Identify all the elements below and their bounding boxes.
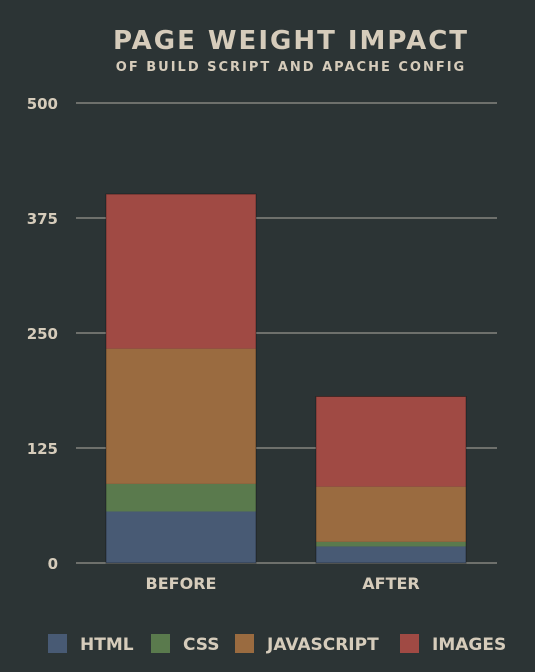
legend-swatch-javascript — [235, 634, 254, 653]
y-tick-label: 0 — [48, 555, 58, 573]
bar-segment-javascript-after — [316, 487, 466, 542]
bar-segment-images-after — [316, 396, 466, 486]
stacked-bars — [106, 194, 466, 563]
legend: HTML CSS JAVASCRIPT IMAGES — [48, 634, 506, 655]
x-axis-labels: BEFORE AFTER — [146, 574, 420, 593]
legend-label-css: CSS — [183, 635, 220, 655]
bar-segment-css-after — [316, 542, 466, 547]
y-axis-ticks: 0 125 250 375 500 — [27, 95, 58, 573]
y-tick-label: 375 — [27, 210, 58, 228]
legend-swatch-html — [48, 634, 67, 653]
bar-segment-javascript-before — [106, 349, 256, 484]
bar-segment-css-before — [106, 484, 256, 512]
y-tick-label: 125 — [27, 440, 58, 458]
legend-swatch-css — [151, 634, 170, 653]
y-tick-label: 500 — [27, 95, 58, 113]
chart-title: PAGE WEIGHT IMPACT — [113, 26, 469, 56]
legend-label-javascript: JAVASCRIPT — [266, 635, 379, 655]
y-tick-label: 250 — [27, 325, 58, 343]
bar-segment-images-before — [106, 194, 256, 349]
bar-segment-html-before — [106, 511, 256, 563]
bar-segment-html-after — [316, 546, 466, 563]
legend-label-html: HTML — [80, 635, 134, 655]
legend-label-images: IMAGES — [432, 635, 506, 655]
category-label: BEFORE — [146, 574, 217, 593]
chart-subtitle: OF BUILD SCRIPT AND APACHE CONFIG — [116, 60, 466, 75]
legend-swatch-images — [400, 634, 419, 653]
category-label: AFTER — [362, 574, 419, 593]
